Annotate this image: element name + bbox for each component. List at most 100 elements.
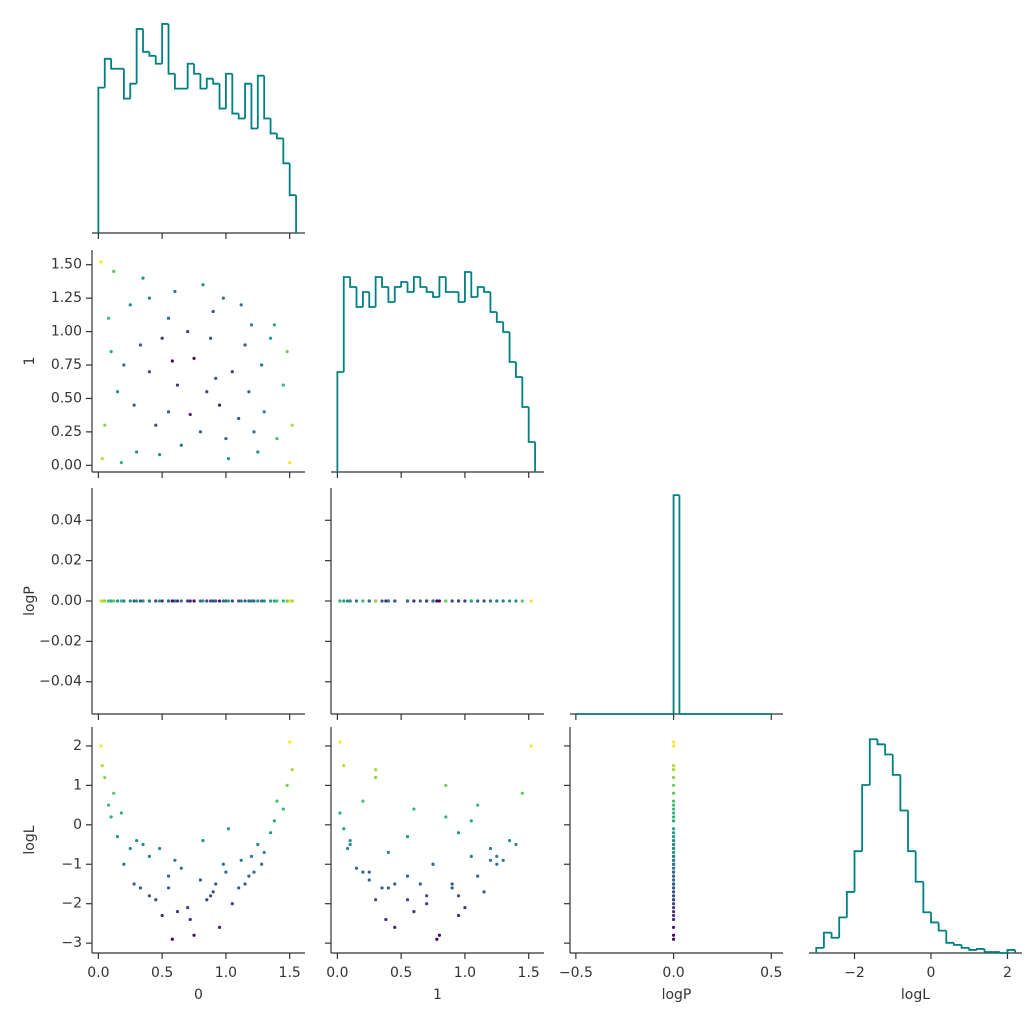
hist-step xyxy=(368,292,376,308)
x-tick-label: 1.5 xyxy=(279,965,301,981)
scatter-point xyxy=(671,831,676,835)
hist-step xyxy=(276,133,284,140)
y-tick-label: 2 xyxy=(73,738,82,754)
scatter-point xyxy=(115,835,120,839)
scatter-point xyxy=(237,886,241,890)
x-axis-label: logP xyxy=(662,987,692,1003)
scatter-point xyxy=(157,453,162,457)
hist-step xyxy=(983,948,993,953)
x-tick-label: −2 xyxy=(844,965,865,981)
scatter-point xyxy=(198,430,203,434)
hist-step xyxy=(838,916,847,938)
scatter-point xyxy=(147,599,151,603)
hist-step xyxy=(387,287,395,303)
scatter-point xyxy=(205,898,209,902)
scatter-point xyxy=(209,599,213,603)
hist-step xyxy=(336,371,344,472)
hist-step xyxy=(884,744,893,756)
scatter-point xyxy=(348,599,352,603)
scatter-point xyxy=(128,599,132,603)
scatter-point xyxy=(211,890,215,894)
scatter-point xyxy=(128,846,132,851)
scatter-point xyxy=(100,457,104,461)
scatter-point xyxy=(671,827,676,831)
hist-step xyxy=(960,944,970,949)
x-tick-label: 0.0 xyxy=(87,965,109,981)
scatter-point xyxy=(132,403,136,407)
scatter-point xyxy=(338,740,342,744)
hist-step xyxy=(250,83,258,130)
y-tick-label: 1 xyxy=(73,777,82,793)
hist-step xyxy=(830,932,840,939)
y-tick-label: 0.02 xyxy=(51,553,82,569)
scatter-point xyxy=(529,599,533,603)
scatter-point xyxy=(112,269,116,273)
scatter-point xyxy=(338,811,342,815)
scatter-point xyxy=(405,874,410,878)
scatter-point xyxy=(671,937,676,941)
hist-step xyxy=(968,947,977,951)
hist-step xyxy=(122,68,131,100)
hist-step xyxy=(142,28,150,53)
scatter-point xyxy=(435,599,439,603)
scatter-point xyxy=(112,791,116,795)
scatter-point xyxy=(100,764,104,768)
x-tick-label: 0 xyxy=(927,965,936,981)
hist-step xyxy=(899,774,909,812)
scatter-point xyxy=(671,846,676,851)
scatter-point xyxy=(141,276,145,280)
scatter-point xyxy=(507,599,512,603)
scatter-point xyxy=(671,933,676,937)
scatter-point xyxy=(435,937,439,941)
scatter-point xyxy=(495,599,499,603)
hist-step xyxy=(930,912,939,924)
hist-step xyxy=(110,58,118,70)
scatter-point xyxy=(288,461,292,465)
hist-step xyxy=(853,850,863,892)
scatter-point xyxy=(285,783,289,787)
hist-step xyxy=(154,55,163,65)
scatter-point xyxy=(221,296,225,300)
y-tick-label: −3 xyxy=(61,935,82,951)
scatter-point xyxy=(201,838,205,843)
hist-step xyxy=(419,277,427,288)
hist-step xyxy=(244,82,252,119)
scatter-point xyxy=(272,819,276,823)
scatter-point xyxy=(520,791,524,795)
scatter-point xyxy=(342,764,346,768)
scatter-point xyxy=(186,329,190,334)
scatter-point xyxy=(205,390,209,394)
hist-step xyxy=(425,287,434,293)
scatter-point xyxy=(393,599,397,603)
hist-step xyxy=(199,73,207,90)
hist-step xyxy=(288,163,297,197)
scatter-point xyxy=(380,599,384,603)
hist-step xyxy=(502,322,510,333)
scatter-point xyxy=(252,430,256,434)
scatter-point xyxy=(418,882,422,886)
scatter-point xyxy=(671,842,676,847)
scatter-point xyxy=(495,854,499,858)
y-tick-label: −1 xyxy=(61,856,82,872)
scatter-point xyxy=(456,599,461,603)
scatter-point xyxy=(214,599,218,603)
hist-step xyxy=(218,83,226,110)
scatter-point xyxy=(166,599,171,603)
scatter-point xyxy=(275,799,279,803)
scatter-point xyxy=(367,870,371,874)
scatter-point xyxy=(671,767,676,772)
y-tick-label: 0.75 xyxy=(51,357,82,373)
scatter-point xyxy=(243,343,247,347)
scatter-point xyxy=(393,925,397,929)
scatter-point xyxy=(386,850,390,855)
scatter-point xyxy=(119,461,123,465)
scatter-point xyxy=(160,336,164,340)
scatter-point xyxy=(482,890,486,894)
scatter-point xyxy=(361,799,365,803)
scatter-point xyxy=(671,791,676,795)
scatter-point xyxy=(226,457,231,461)
hist-step xyxy=(470,272,478,298)
scatter-point xyxy=(138,599,143,603)
scatter-point xyxy=(437,933,442,937)
scatter-point xyxy=(431,862,435,866)
